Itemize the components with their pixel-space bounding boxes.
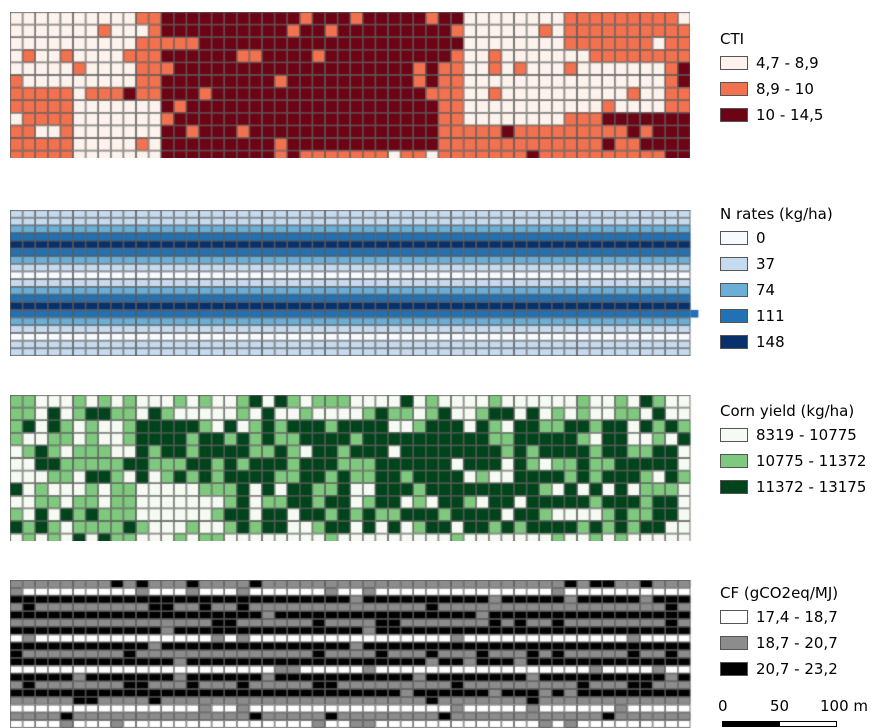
legend-label: 74 [756,281,776,299]
legend-label: 10 - 14,5 [756,106,824,124]
legend-label: 4,7 - 8,9 [756,54,819,72]
n-rates-legend: N rates (kg/ha) 0 37 74 111 148 [720,205,870,355]
cf-legend: CF (gCO2eq/MJ) 17,4 - 18,7 18,7 - 20,7 2… [720,584,870,682]
legend-item: 111 [720,303,870,329]
scale-bar: 0 50 100 m [718,697,868,728]
legend-label: 8319 - 10775 [756,426,857,444]
legend-label: 10775 - 11372 [756,452,867,470]
swatch [720,108,748,122]
swatch [720,480,748,494]
legend-item: 20,7 - 23,2 [720,656,870,682]
swatch [720,283,748,297]
legend-title: Corn yield (kg/ha) [720,402,855,420]
legend-label: 111 [756,307,785,325]
legend-item: 4,7 - 8,9 [720,50,870,76]
legend-title: N rates (kg/ha) [720,205,833,223]
legend-item: 8,9 - 10 [720,76,870,102]
swatch [720,82,748,96]
cf-grid-canvas [10,580,700,728]
legend-item: 18,7 - 20,7 [720,630,870,656]
scale-segment-black [722,721,780,727]
legend-title: CF (gCO2eq/MJ) [720,584,839,602]
legend-item: 74 [720,277,870,303]
swatch [720,56,748,70]
swatch [720,636,748,650]
corn-yield-grid-canvas [10,395,700,541]
n-rates-grid-canvas [10,210,700,356]
legend-title: CTI [720,30,745,48]
swatch [720,662,748,676]
legend-item: 148 [720,329,870,355]
swatch [720,454,748,468]
legend-label: 8,9 - 10 [756,80,814,98]
swatch [720,610,748,624]
legend-item: 8319 - 10775 [720,422,870,448]
n-rates-map [10,210,700,356]
swatch [720,257,748,271]
cti-grid-canvas [10,12,690,158]
legend-item: 10775 - 11372 [720,448,870,474]
cti-legend: CTI 4,7 - 8,9 8,9 - 10 10 - 14,5 [720,30,870,128]
swatch [720,231,748,245]
legend-item: 11372 - 13175 [720,474,870,500]
cti-map [10,12,690,158]
cf-map [10,580,700,728]
legend-label: 148 [756,333,785,351]
scale-label-50: 50 [770,697,790,715]
legend-label: 0 [756,229,766,247]
legend-label: 20,7 - 23,2 [756,660,838,678]
legend-label: 37 [756,255,776,273]
scale-segment-white [779,721,837,727]
scale-label-0: 0 [718,697,728,715]
legend-label: 11372 - 13175 [756,478,867,496]
legend-item: 0 [720,225,870,251]
swatch [720,335,748,349]
scale-label-100: 100 m [820,697,869,715]
swatch [720,428,748,442]
swatch [720,309,748,323]
legend-item: 37 [720,251,870,277]
legend-item: 10 - 14,5 [720,102,870,128]
corn-yield-legend: Corn yield (kg/ha) 8319 - 10775 10775 - … [720,402,870,500]
corn-yield-map [10,395,700,541]
legend-label: 18,7 - 20,7 [756,634,838,652]
legend-item: 17,4 - 18,7 [720,604,870,630]
legend-label: 17,4 - 18,7 [756,608,838,626]
